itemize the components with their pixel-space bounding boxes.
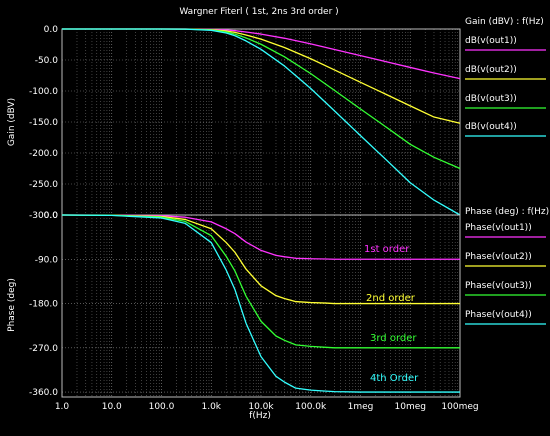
gain-y-axis-label: Gain (dBV) bbox=[7, 98, 17, 146]
phase-series-annotation-4: 4th Order bbox=[370, 373, 419, 384]
phase-ytick-label: -270.0 bbox=[29, 344, 58, 354]
chart-title: Wargner Fiterl ( 1st, 2ns 3rd order ) bbox=[179, 7, 338, 17]
gain-ytick-label: 0.0 bbox=[44, 25, 59, 35]
phase-series-line-2 bbox=[61, 214, 460, 305]
phase-legend-label-2: Phase(v(out2)) bbox=[465, 252, 532, 262]
x-tick-label: 1.0k bbox=[201, 402, 221, 412]
gain-grid bbox=[61, 28, 460, 216]
phase-grid bbox=[61, 214, 460, 397]
gain-series-line-2 bbox=[62, 28, 461, 124]
gain-series-line-4 bbox=[62, 28, 461, 216]
phase-legend-label-4: Phase(v(out4)) bbox=[465, 310, 532, 320]
phase-series-annotation-3: 3rd order bbox=[370, 333, 417, 344]
phase-ytick-label: -90.0 bbox=[35, 255, 59, 265]
gain-plot: 0.0 -50.0 -100.0 -150.0 -200.0 -250.0 -300.0 dB… bbox=[29, 25, 546, 221]
phase-legend-header: Phase (deg) : f(Hz) bbox=[465, 207, 549, 217]
x-tick-label: 1meg bbox=[348, 402, 374, 412]
phase-legend-label-3: Phase(v(out3)) bbox=[465, 281, 532, 291]
gain-legend-header: Gain (dBV) : f(Hz) bbox=[465, 17, 544, 27]
phase-legend-label-1: Phase(v(out1)) bbox=[465, 223, 532, 233]
gain-legend-label-2: dB(v(out2)) bbox=[465, 65, 517, 75]
x-tick-label: 10.0 bbox=[102, 402, 122, 412]
phase-series-line-1 bbox=[61, 214, 460, 260]
phase-ytick-label: -360.0 bbox=[29, 388, 58, 398]
x-axis-label: f(Hz) bbox=[249, 411, 271, 421]
gain-legend-label-3: dB(v(out3)) bbox=[465, 94, 517, 104]
phase-series-line-3 bbox=[61, 214, 460, 349]
phase-frame bbox=[61, 214, 461, 398]
gain-legend-label-1: dB(v(out1)) bbox=[465, 36, 517, 46]
phase-series-annotation-2: 2nd order bbox=[366, 293, 416, 304]
x-tick-label: 100meg bbox=[441, 402, 478, 412]
gain-ytick-label: -50.0 bbox=[35, 56, 59, 66]
gain-ytick-label: -150.0 bbox=[29, 118, 58, 128]
phase-plot: 0.0 -90.0 -180.0 -270.0 -360.0 Phase(v(out1))… bbox=[29, 211, 546, 412]
gain-ytick-label: -250.0 bbox=[29, 180, 58, 190]
x-tick-label: 100.0k bbox=[295, 402, 327, 412]
gain-ytick-label: -300.0 bbox=[29, 211, 58, 221]
phase-series-line-4 bbox=[61, 214, 460, 393]
phase-ytick-label: 0.0 bbox=[44, 211, 59, 221]
gain-ytick-label: -200.0 bbox=[29, 149, 58, 159]
x-tick-label: 100.0 bbox=[149, 402, 175, 412]
phase-series-annotation-1: 1st order bbox=[364, 244, 410, 255]
gain-legend-label-4: dB(v(out4)) bbox=[465, 122, 517, 132]
phase-ytick-label: -180.0 bbox=[29, 300, 58, 310]
phase-y-axis-label: Phase (deg) bbox=[7, 278, 17, 332]
x-tick-label: 10.0k bbox=[248, 402, 274, 412]
x-tick-label: 1.0 bbox=[55, 402, 70, 412]
x-tick-label: 10meg bbox=[395, 402, 426, 412]
gain-ytick-label: -100.0 bbox=[29, 87, 58, 97]
